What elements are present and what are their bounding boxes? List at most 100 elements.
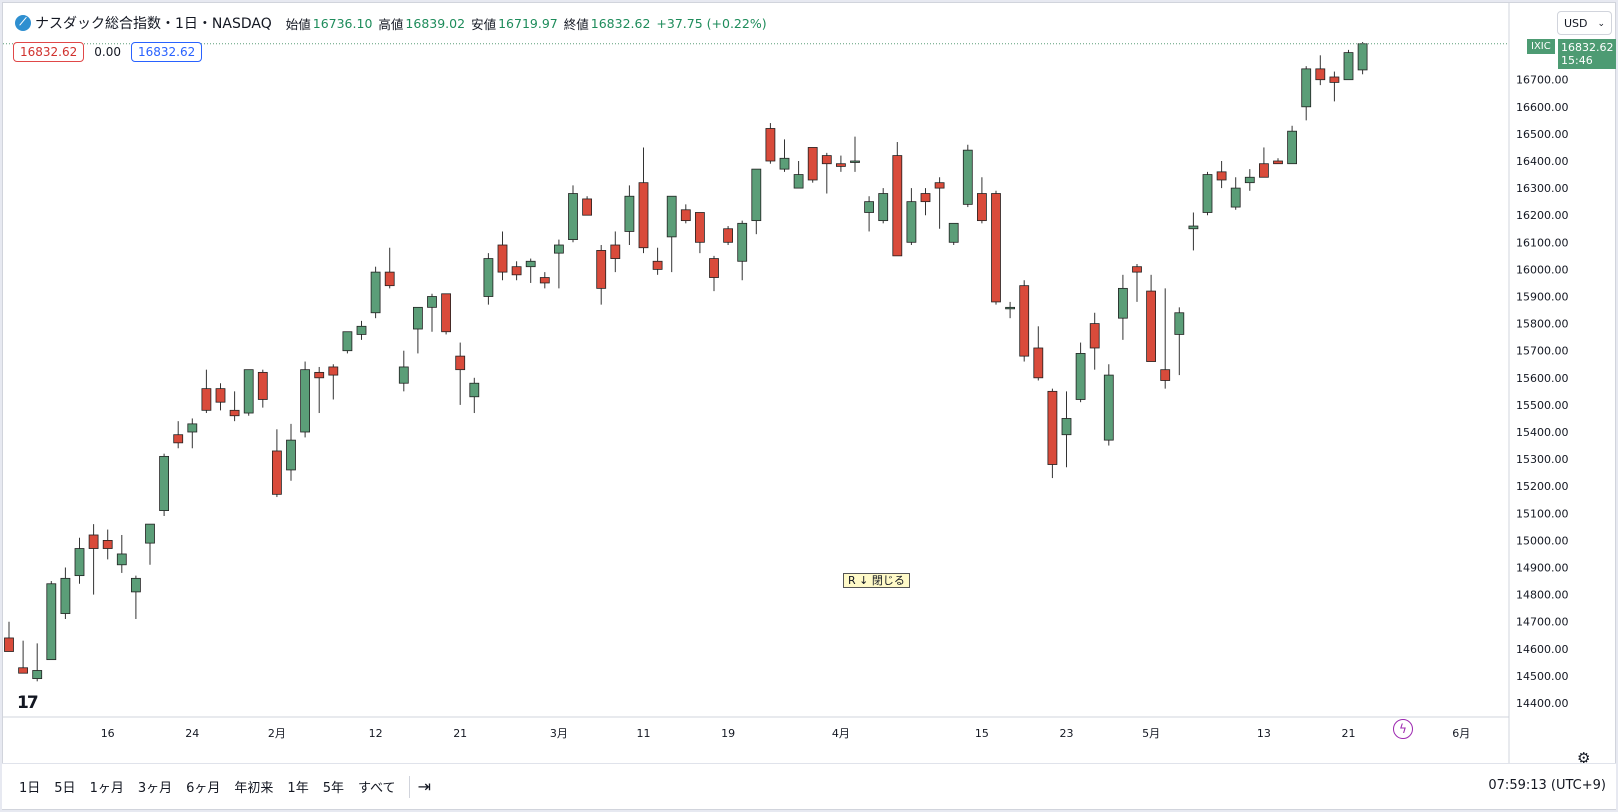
candle-body: [836, 163, 846, 167]
candle-body: [427, 296, 437, 308]
candle-body: [116, 553, 127, 566]
candle-body: [652, 260, 663, 270]
price-tick-label: 15900.00: [1516, 291, 1569, 304]
candle-body: [751, 168, 762, 222]
candle-body: [1089, 323, 1100, 349]
candle-body: [271, 450, 282, 495]
chevron-down-icon: ⌄: [1597, 19, 1605, 29]
spread-value: 0.00: [94, 45, 121, 59]
candle-body: [695, 212, 705, 243]
candlestick-chart[interactable]: 14400.00 14500.00 14600.00 14700.00 14800.00…: [3, 3, 1615, 763]
candle-body: [173, 434, 184, 444]
candle-body: [497, 244, 508, 273]
close-label: 終値: [563, 16, 589, 32]
time-tick-label: 3月: [550, 727, 568, 740]
clock-timezone[interactable]: 07:59:13 (UTC+9): [1488, 778, 1606, 793]
range-1m-button[interactable]: 1ヶ月: [89, 781, 124, 796]
candle-body: [525, 260, 536, 268]
candle-body: [384, 271, 395, 287]
range-all-button[interactable]: すべて: [357, 781, 396, 796]
candle-body: [1343, 52, 1354, 81]
symbol-title[interactable]: ナスダック総合指数・1日・NASDAQ: [35, 16, 272, 32]
last-price-value: 16832.62: [1561, 41, 1614, 54]
price-tick-label: 16700.00: [1516, 74, 1569, 87]
candle-body: [1273, 160, 1283, 165]
candle-body: [610, 244, 621, 259]
buy-price-button[interactable]: 16832.62: [130, 42, 203, 62]
candle-body: [850, 160, 860, 163]
price-tick-label: 15700.00: [1516, 345, 1569, 358]
candle-body: [328, 366, 339, 376]
candle-body: [582, 198, 592, 216]
candle-body: [906, 201, 917, 243]
candle-body: [18, 667, 29, 674]
range-ytd-button[interactable]: 年初来: [234, 781, 274, 796]
range-3m-button[interactable]: 3ヶ月: [137, 781, 173, 796]
range-6m-button[interactable]: 6ヶ月: [186, 781, 221, 796]
price-tick-label: 16000.00: [1516, 263, 1569, 276]
range-1d-button[interactable]: 1日: [19, 781, 41, 796]
toolbar-divider: [408, 775, 410, 798]
time-tick-label: 5月: [1142, 727, 1160, 740]
bottom-toolbar: 1日 5日 1ヶ月 3ヶ月 6ヶ月 年初来 1年 5年 すべて ⇥ 07:59:…: [2, 763, 1616, 809]
last-price-tag: 16832.62 15:46: [1558, 39, 1616, 69]
candle-body: [286, 439, 296, 471]
range-5d-button[interactable]: 5日: [54, 781, 76, 796]
candle-body: [46, 583, 57, 661]
currency-select[interactable]: USD ⌄: [1557, 11, 1612, 35]
lightning-icon[interactable]: ϟ: [1393, 719, 1413, 739]
price-tick-label: 15000.00: [1516, 534, 1569, 547]
candle-body: [864, 201, 874, 213]
time-tick-label: 23: [1060, 727, 1074, 740]
close-annotation[interactable]: R ↓ 閉じる: [843, 573, 910, 588]
candle-body: [1019, 285, 1030, 357]
range-5y-button[interactable]: 5年: [322, 781, 344, 796]
candle-body: [60, 577, 71, 614]
gear-icon[interactable]: ⚙: [1577, 749, 1591, 767]
candle-body: [243, 369, 254, 414]
sell-price-button[interactable]: 16832.62: [13, 42, 85, 62]
candle-body: [1146, 290, 1156, 362]
range-1y-button[interactable]: 1年: [287, 781, 309, 796]
candle-body: [1230, 187, 1241, 208]
candle-body: [145, 523, 155, 544]
goto-date-icon[interactable]: ⇥: [417, 777, 431, 796]
high-label: 高値: [378, 16, 404, 32]
candle-body: [455, 355, 466, 371]
candle-body: [187, 423, 198, 433]
change-value: +37.75 (+0.22%): [656, 15, 767, 31]
candle-body: [1103, 374, 1114, 441]
price-tick-label: 14700.00: [1516, 616, 1569, 629]
candle-body: [1259, 163, 1269, 178]
time-tick-label: 19: [721, 727, 735, 740]
price-tick-label: 15800.00: [1516, 318, 1569, 331]
candle-body: [102, 540, 113, 549]
candle-body: [88, 534, 99, 549]
candle-body: [32, 670, 43, 680]
candle-body: [511, 266, 522, 276]
high-value: 16839.02: [405, 15, 466, 31]
candle-body: [130, 577, 141, 593]
candle-body: [1061, 418, 1072, 436]
candle-body: [1047, 390, 1058, 465]
price-tick-label: 14400.00: [1516, 697, 1569, 710]
time-tick-label: 16: [101, 727, 115, 740]
candle-body: [1075, 353, 1086, 400]
time-tick-label: 15: [975, 727, 989, 740]
candle-body: [807, 147, 818, 181]
time-tick-label: 21: [453, 727, 467, 740]
price-tick-label: 14900.00: [1516, 562, 1569, 575]
open-label: 始値: [285, 16, 311, 32]
time-tick-label: 24: [185, 727, 199, 740]
candle-body: [1174, 312, 1185, 335]
candle-body: [1188, 225, 1199, 230]
candle-body: [878, 193, 889, 222]
tradingview-logo[interactable]: 17: [17, 693, 39, 713]
price-tick-label: 15300.00: [1516, 453, 1569, 466]
candle-body: [779, 157, 790, 170]
candle-body: [1118, 287, 1128, 319]
candle-body: [991, 193, 1001, 303]
candle-body: [1329, 76, 1340, 83]
price-tick-label: 14600.00: [1516, 643, 1569, 656]
